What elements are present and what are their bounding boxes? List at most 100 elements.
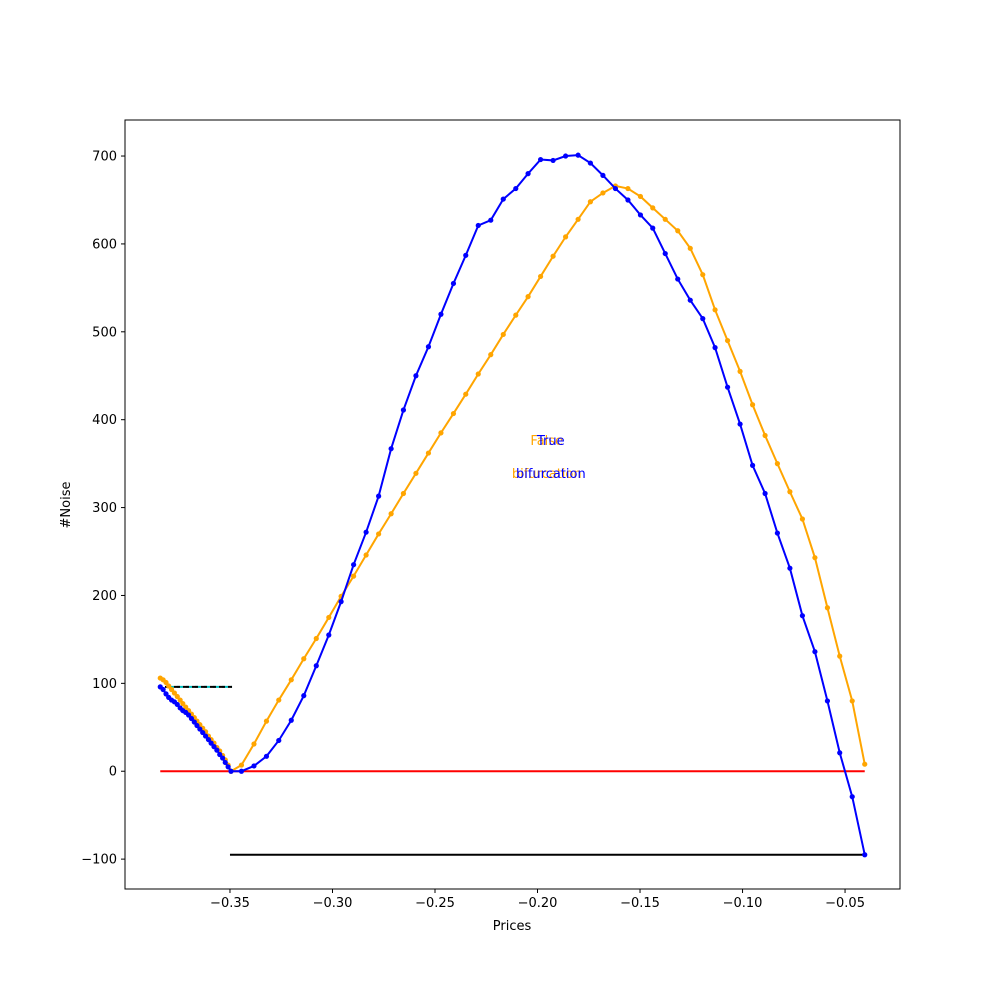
x-tick-label: −0.35 [210, 896, 250, 911]
data-point [400, 490, 407, 497]
data-point [211, 744, 217, 750]
data-point [824, 698, 831, 704]
data-point [625, 197, 631, 203]
data-point [197, 726, 203, 732]
x-tick-label: −0.05 [825, 896, 865, 911]
data-point [166, 683, 172, 689]
data-point [238, 762, 245, 768]
data-point [413, 373, 419, 379]
data-point [774, 530, 780, 536]
data-point [351, 573, 357, 579]
data-point [363, 552, 369, 558]
y-tick-label: 200 [92, 589, 117, 604]
data-point [438, 311, 444, 317]
data-point [450, 410, 457, 417]
data-point [799, 516, 806, 522]
annotation: True [536, 434, 565, 449]
x-axis-label: Prices [493, 919, 532, 934]
data-point [180, 700, 186, 707]
data-point [301, 693, 307, 699]
data-point [413, 470, 419, 476]
data-point [475, 222, 481, 229]
data-point [388, 446, 394, 452]
y-tick-label: 700 [92, 150, 117, 165]
data-point [650, 205, 656, 211]
data-point [238, 768, 245, 774]
data-point [749, 462, 756, 468]
data-point [724, 384, 731, 390]
data-point [214, 747, 220, 753]
data-point [171, 690, 178, 696]
data-point [388, 511, 394, 517]
y-tick-label: 600 [92, 237, 117, 252]
data-point [637, 212, 644, 218]
data-point [500, 196, 506, 202]
data-point [675, 276, 681, 282]
data-point [737, 368, 743, 374]
data-point [174, 693, 180, 700]
data-point [862, 852, 868, 858]
data-point [837, 750, 843, 756]
data-point [662, 216, 668, 222]
data-point [288, 717, 294, 723]
data-point [168, 686, 175, 693]
data-point [662, 250, 668, 257]
data-point [625, 185, 631, 192]
data-point [425, 344, 432, 350]
data-point [185, 712, 192, 718]
data-point [849, 698, 855, 704]
data-point [351, 562, 357, 568]
x-tick-label: −0.30 [313, 896, 353, 911]
data-point [425, 450, 432, 456]
data-point [488, 352, 494, 358]
data-point [276, 697, 282, 703]
data-point [749, 402, 756, 408]
data-point [177, 697, 183, 703]
data-point [612, 185, 619, 192]
data-point [787, 489, 793, 495]
data-point [700, 316, 706, 322]
data-point [313, 663, 319, 669]
data-point [194, 722, 200, 729]
data-point [301, 656, 307, 662]
y-tick-label: 100 [92, 677, 117, 692]
data-point [575, 152, 581, 158]
annotation: bifurcation [516, 467, 586, 482]
plot-frame [124, 119, 901, 890]
data-point [849, 794, 855, 800]
data-point [313, 635, 319, 642]
y-tick-label: −100 [81, 853, 117, 868]
data-point [837, 653, 843, 659]
data-point [263, 718, 270, 724]
data-point [513, 185, 519, 192]
y-tick-label: 300 [92, 501, 117, 516]
data-point [563, 153, 569, 159]
data-point [326, 632, 332, 638]
data-point [174, 701, 180, 708]
data-point [463, 252, 469, 258]
x-tick-label: −0.15 [620, 896, 660, 911]
data-point [163, 691, 169, 697]
data-point [787, 565, 793, 571]
data-point [463, 391, 469, 397]
x-tick-label: −0.25 [415, 896, 455, 911]
data-point [500, 331, 506, 338]
data-point [812, 555, 818, 561]
data-point [400, 407, 407, 413]
data-point [513, 312, 519, 318]
y-tick-label: 500 [92, 325, 117, 340]
data-point [450, 280, 457, 287]
data-point [228, 768, 234, 774]
data-point [600, 190, 606, 196]
data-point [222, 759, 228, 766]
data-point [687, 245, 693, 251]
y-tick-label: 400 [92, 413, 117, 428]
y-axis-label: #Noise [59, 482, 74, 529]
data-point [799, 613, 806, 619]
data-point [363, 529, 369, 535]
annotation: False [530, 434, 563, 449]
data-point [525, 171, 531, 177]
